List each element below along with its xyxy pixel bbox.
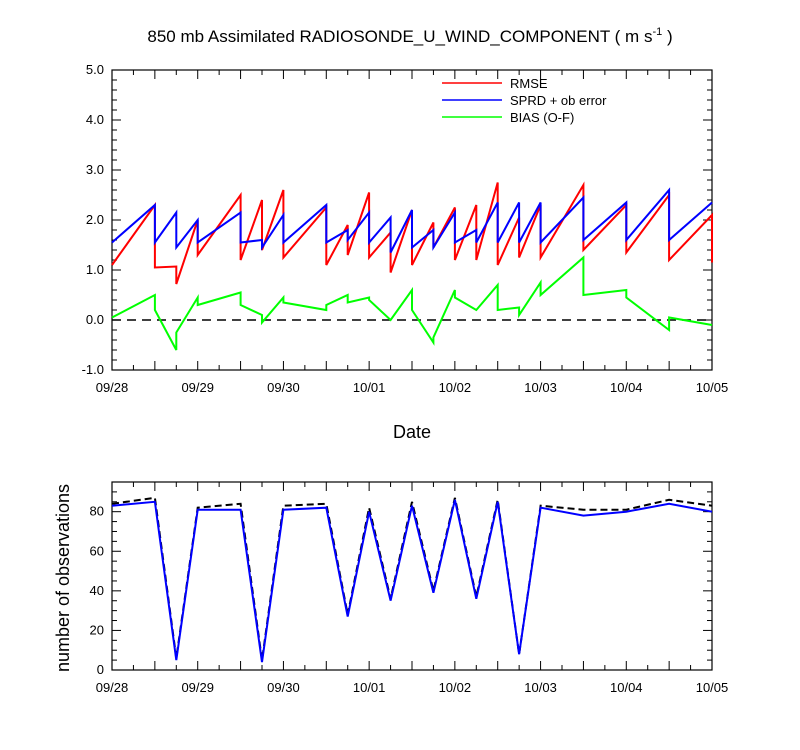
chart-title: 850 mb Assimilated RADIOSONDE_U_WIND_COM… xyxy=(147,26,672,46)
y-tick-label: 40 xyxy=(90,583,104,598)
x-tick-label: 10/01 xyxy=(353,380,386,395)
legend-label: BIAS (O-F) xyxy=(510,110,574,125)
x-tick-label: 10/05 xyxy=(696,380,729,395)
x-tick-label: 09/28 xyxy=(96,680,129,695)
x-tick-label: 10/01 xyxy=(353,680,386,695)
series-line-possible xyxy=(111,496,713,661)
x-tick-label: 10/05 xyxy=(696,680,729,695)
x-tick-label: 10/04 xyxy=(610,380,643,395)
y-tick-label: 4.0 xyxy=(86,112,104,127)
series-line-used xyxy=(111,499,713,663)
x-axis-title: Date xyxy=(393,422,431,442)
title-close: ) xyxy=(662,27,672,46)
y-tick-label: 80 xyxy=(90,504,104,519)
bottom-chart: 09/28 09/29 09/30 10/01 10/02 10/03 10/04 10/05… xyxy=(90,481,729,695)
title-unit-superscript: -1 xyxy=(652,26,662,38)
y-axis-title: number of observations xyxy=(53,484,73,672)
y-tick-label: 0.0 xyxy=(86,312,104,327)
top-chart: 09/28 09/29 09/30 10/01 10/02 10/03 10/04 10/05… xyxy=(82,62,729,395)
x-tick-label: 09/29 xyxy=(181,380,214,395)
legend-label: SPRD + ob error xyxy=(510,93,607,108)
x-tick-label: 10/04 xyxy=(610,680,643,695)
x-tick-label: 09/28 xyxy=(96,380,129,395)
series-line-sprd-ob-error xyxy=(111,187,713,253)
y-tick-label: 2.0 xyxy=(86,212,104,227)
title-main: 850 mb Assimilated RADIOSONDE_U_WIND_COM… xyxy=(147,27,652,46)
x-tick-label: 10/03 xyxy=(524,380,557,395)
y-tick-label: 5.0 xyxy=(86,62,104,77)
y-tick-label: 3.0 xyxy=(86,162,104,177)
x-tick-label: 09/29 xyxy=(181,680,214,695)
y-tick-label: 60 xyxy=(90,543,104,558)
x-tick-label: 10/02 xyxy=(439,680,472,695)
y-tick-label: 20 xyxy=(90,622,104,637)
y-tick-label: 1.0 xyxy=(86,262,104,277)
y-tick-label: 0 xyxy=(97,662,104,677)
x-tick-label: 10/03 xyxy=(524,680,557,695)
x-tick-label: 10/02 xyxy=(439,380,472,395)
legend-label: RMSE xyxy=(510,76,548,91)
y-tick-label: -1.0 xyxy=(82,362,104,377)
x-tick-label: 09/30 xyxy=(267,380,300,395)
x-tick-label: 09/30 xyxy=(267,680,300,695)
series-line-bias-o-f xyxy=(111,255,713,351)
